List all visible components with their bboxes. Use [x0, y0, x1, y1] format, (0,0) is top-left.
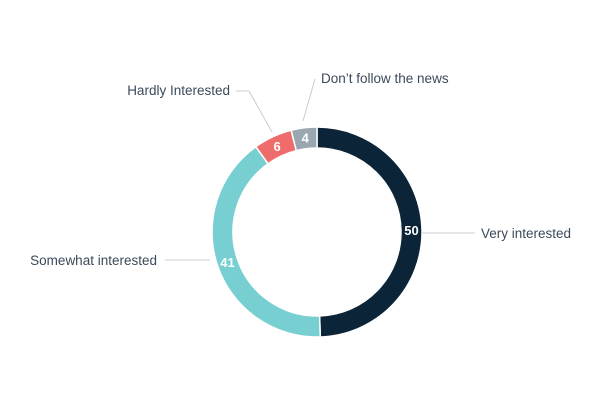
- value-label-don-t-follow-the-news: 4: [302, 131, 310, 146]
- value-label-very-interested: 50: [404, 223, 418, 238]
- category-label-very-interested: Very interested: [481, 226, 571, 241]
- value-label-hardly-interested: 6: [274, 139, 281, 154]
- slice-somewhat-interested: [211, 145, 322, 338]
- category-labels: Very interested Somewhat interested Hardly…: [30, 71, 571, 268]
- leader-line-hardly-interested: [236, 90, 273, 133]
- donut-slices: [211, 126, 423, 338]
- slice-value-labels: 50 41 6 4: [220, 131, 418, 270]
- slice-don-t-follow-the-news: [290, 126, 318, 152]
- leader-line-don-t-follow-the-news: [302, 78, 316, 122]
- category-label-somewhat-interested: Somewhat interested: [30, 253, 157, 268]
- value-label-somewhat-interested: 41: [220, 255, 234, 270]
- category-label-don-t-follow-the-news: Don’t follow the news: [321, 71, 449, 86]
- leader-lines: [165, 78, 475, 261]
- category-label-hardly-interested: Hardly Interested: [127, 83, 230, 98]
